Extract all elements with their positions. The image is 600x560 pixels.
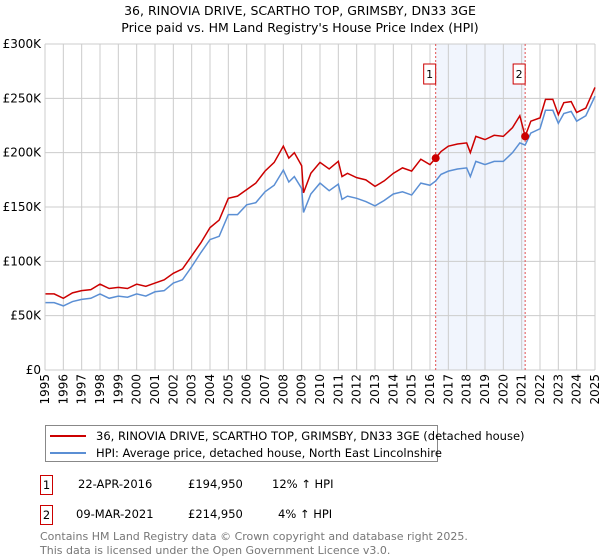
x-tick-label: 2012: [350, 374, 364, 405]
footer-licence: This data is licensed under the Open Gov…: [40, 544, 391, 557]
footer-copyright: Contains HM Land Registry data © Crown c…: [40, 530, 468, 543]
x-tick-label: 2010: [313, 374, 327, 405]
y-tick-label: £100K: [3, 254, 43, 268]
x-tick-label: 2023: [551, 374, 565, 405]
sale-point: [521, 132, 530, 141]
legend: 36, RINOVIA DRIVE, SCARTHO TOP, GRIMSBY,…: [45, 425, 525, 462]
transaction-hpi: 12% ↑ HPI: [272, 477, 334, 491]
x-tick-label: 2011: [331, 374, 345, 405]
x-tick-label: 2000: [130, 374, 144, 405]
x-tick-label: 1996: [56, 374, 70, 405]
sale-point: [431, 154, 440, 163]
x-tick-label: 2007: [258, 374, 272, 405]
x-tick-label: 2020: [496, 374, 510, 405]
transaction-badge: 1: [40, 475, 53, 495]
hpi-line: [45, 95, 596, 307]
chart-title: 36, RINOVIA DRIVE, SCARTHO TOP, GRIMSBY,…: [124, 3, 476, 18]
x-tick-label: 2014: [386, 374, 400, 405]
annotation-box: [512, 63, 526, 85]
transaction-price: £214,950: [188, 507, 243, 521]
price-chart: 1995 1996 1997 1998 1999 2000 2001 2002 2003 2004…: [3, 37, 600, 405]
annotation-label: 1: [426, 68, 433, 81]
x-tick-label: 2017: [441, 374, 455, 405]
x-tick-label: 2018: [460, 374, 474, 405]
y-tick-label: £250K: [3, 91, 43, 105]
x-tick-label: 1998: [93, 374, 107, 405]
x-tick-label: 2004: [203, 374, 217, 405]
legend-swatch: [50, 435, 86, 437]
price-paid-line: [45, 87, 596, 300]
transaction-hpi: 4% ↑ HPI: [278, 507, 333, 521]
legend-swatch: [50, 452, 86, 454]
x-tick-label: 2024: [570, 374, 584, 405]
x-tick-label: 2015: [405, 374, 419, 405]
x-tick-label: 2016: [423, 374, 437, 405]
x-tick-label: 2025: [588, 374, 600, 405]
x-tick-label: 2019: [478, 374, 492, 405]
x-tick-label: 2003: [185, 374, 199, 405]
x-tick-label: 2001: [148, 374, 162, 405]
annotation-label: 2: [516, 68, 523, 81]
x-tick-label: 2006: [240, 374, 254, 405]
transaction-date: 09-MAR-2021: [76, 507, 154, 521]
y-tick-label: £300K: [3, 37, 43, 51]
chart-subtitle: Price paid vs. HM Land Registry's House …: [121, 20, 479, 35]
legend-item-property: 36, RINOVIA DRIVE, SCARTHO TOP, GRIMSBY,…: [50, 428, 525, 444]
transaction-badge: 2: [40, 505, 53, 525]
x-tick-label: 2002: [166, 374, 180, 405]
y-tick-label: £0: [26, 363, 41, 377]
transaction-price: £194,950: [188, 477, 243, 491]
legend-item-hpi: HPI: Average price, detached house, Nort…: [50, 445, 442, 461]
x-tick-label: 2008: [276, 374, 290, 405]
x-tick-label: 2021: [515, 374, 529, 405]
legend-label: HPI: Average price, detached house, Nort…: [96, 446, 442, 460]
y-tick-label: £150K: [3, 200, 43, 214]
x-tick-label: 2022: [533, 374, 547, 405]
legend-label: 36, RINOVIA DRIVE, SCARTHO TOP, GRIMSBY,…: [96, 429, 525, 443]
annotation-box: [423, 63, 437, 85]
y-tick-label: £200K: [3, 146, 43, 160]
x-tick-label: 2009: [295, 374, 309, 405]
x-tick-label: 1999: [111, 374, 125, 405]
x-tick-label: 1995: [38, 374, 52, 405]
x-tick-label: 1997: [75, 374, 89, 405]
x-tick-label: 2005: [221, 374, 235, 405]
transaction-date: 22-APR-2016: [78, 477, 153, 491]
y-tick-label: £50K: [10, 309, 42, 323]
x-tick-label: 2013: [368, 374, 382, 405]
